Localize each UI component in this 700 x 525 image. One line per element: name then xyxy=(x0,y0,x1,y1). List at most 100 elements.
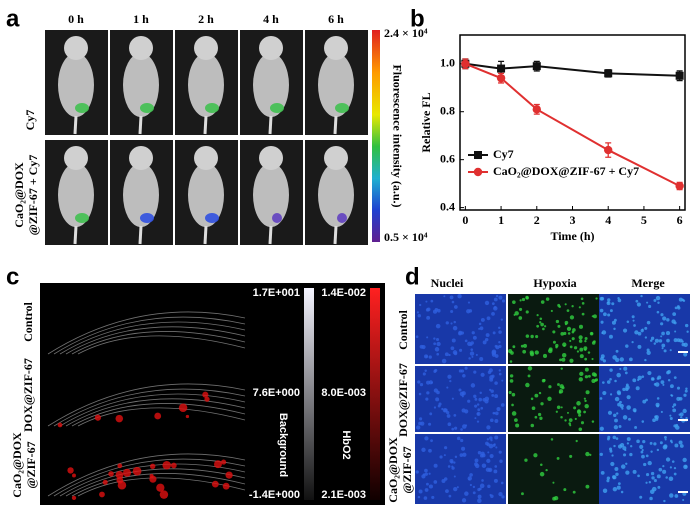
column-label: 0 h xyxy=(68,12,84,26)
cell-signal xyxy=(670,441,673,444)
cell-signal xyxy=(649,496,653,501)
cell-signal xyxy=(574,417,577,421)
cell-signal xyxy=(600,296,605,301)
cell-signal xyxy=(430,439,433,443)
cell-signal xyxy=(428,422,432,426)
cell-signal xyxy=(678,440,683,445)
cell-signal xyxy=(539,416,543,420)
cell-signal xyxy=(678,413,681,416)
cell-signal xyxy=(660,380,665,385)
cell-signal xyxy=(637,375,642,380)
cell-signal xyxy=(644,336,648,339)
cell-signal xyxy=(616,485,621,490)
cell-signal xyxy=(495,294,499,298)
cell-signal xyxy=(474,404,478,408)
cell-signal xyxy=(658,339,663,343)
cell-signal xyxy=(486,316,491,321)
y-tick-label: 0.6 xyxy=(440,151,455,165)
cell-signal xyxy=(647,370,652,376)
cell-signal xyxy=(425,300,428,303)
cell-signal xyxy=(625,470,630,475)
cell-signal xyxy=(632,469,637,474)
row-label: DOX@ZIF-67 xyxy=(396,363,410,437)
cell-signal xyxy=(509,360,513,363)
cell-signal xyxy=(534,393,539,398)
cell-signal xyxy=(494,465,498,468)
mouse-tail xyxy=(333,225,338,245)
cell-signal xyxy=(416,425,421,430)
cell-signal xyxy=(632,319,635,322)
cell-signal xyxy=(578,427,583,432)
mouse-body xyxy=(58,53,94,117)
cell-signal xyxy=(494,394,499,399)
cell-signal xyxy=(513,313,516,316)
cell-signal xyxy=(419,303,422,307)
cell-signal xyxy=(662,469,667,474)
cell-signal xyxy=(453,320,457,324)
hbo2-signal xyxy=(116,476,124,484)
cell-signal xyxy=(499,459,503,463)
cell-signal xyxy=(421,344,426,350)
cell-signal xyxy=(584,348,587,351)
cell-signal xyxy=(422,473,426,476)
cell-signal xyxy=(629,357,633,362)
cell-signal xyxy=(666,338,670,343)
cell-signal xyxy=(661,347,664,350)
cell-signal xyxy=(426,336,429,339)
cell-signal xyxy=(645,454,649,458)
cell-signal xyxy=(438,402,442,406)
cell-signal xyxy=(640,294,643,298)
cell-signal xyxy=(512,300,516,304)
marker xyxy=(532,105,541,114)
cell-signal xyxy=(634,330,639,335)
cell-signal xyxy=(469,473,473,477)
cell-signal xyxy=(623,453,627,457)
cell-signal xyxy=(474,462,478,467)
cell-signal xyxy=(472,491,476,495)
cell-signal xyxy=(591,357,594,361)
tissue-texture xyxy=(53,388,246,427)
cell-signal xyxy=(591,378,596,384)
cell-signal xyxy=(593,373,597,377)
cell-signal xyxy=(450,346,455,351)
x-axis-label: Time (h) xyxy=(550,229,594,243)
cell-signal xyxy=(673,466,677,470)
mouse-tail xyxy=(268,225,273,245)
cell-signal xyxy=(419,417,423,421)
cell-signal xyxy=(498,450,502,454)
y-tick-label: 1.0 xyxy=(440,56,455,70)
mouse-tail xyxy=(73,115,78,135)
cell-signal xyxy=(449,380,452,383)
cell-signal xyxy=(432,309,438,314)
cell-signal xyxy=(492,443,496,447)
cell-signal xyxy=(671,405,675,408)
cell-signal xyxy=(555,319,560,324)
cell-signal xyxy=(674,443,679,448)
cell-signal xyxy=(609,393,613,396)
cell-signal xyxy=(578,306,581,309)
tissue-texture xyxy=(77,407,246,427)
cell-signal xyxy=(656,448,660,452)
cell-signal xyxy=(477,494,482,499)
cell-signal xyxy=(587,374,591,378)
cell-signal xyxy=(563,331,567,336)
cell-signal xyxy=(479,483,485,489)
cell-signal xyxy=(478,487,482,491)
cell-signal xyxy=(494,435,499,440)
cell-signal xyxy=(560,416,563,419)
cell-signal xyxy=(523,343,528,348)
cell-signal xyxy=(656,474,661,479)
micrograph xyxy=(508,434,599,504)
x-tick-label: 0 xyxy=(462,213,468,227)
cell-signal xyxy=(629,445,633,448)
hbo2-signal xyxy=(222,482,230,490)
cell-signal xyxy=(476,420,480,423)
cell-signal xyxy=(444,446,448,450)
cell-signal xyxy=(453,305,458,309)
cell-signal xyxy=(607,410,613,415)
cell-signal xyxy=(640,450,644,454)
cell-signal xyxy=(481,479,484,482)
cell-signal xyxy=(645,473,650,477)
cell-signal xyxy=(518,316,523,320)
cell-signal xyxy=(540,300,545,304)
